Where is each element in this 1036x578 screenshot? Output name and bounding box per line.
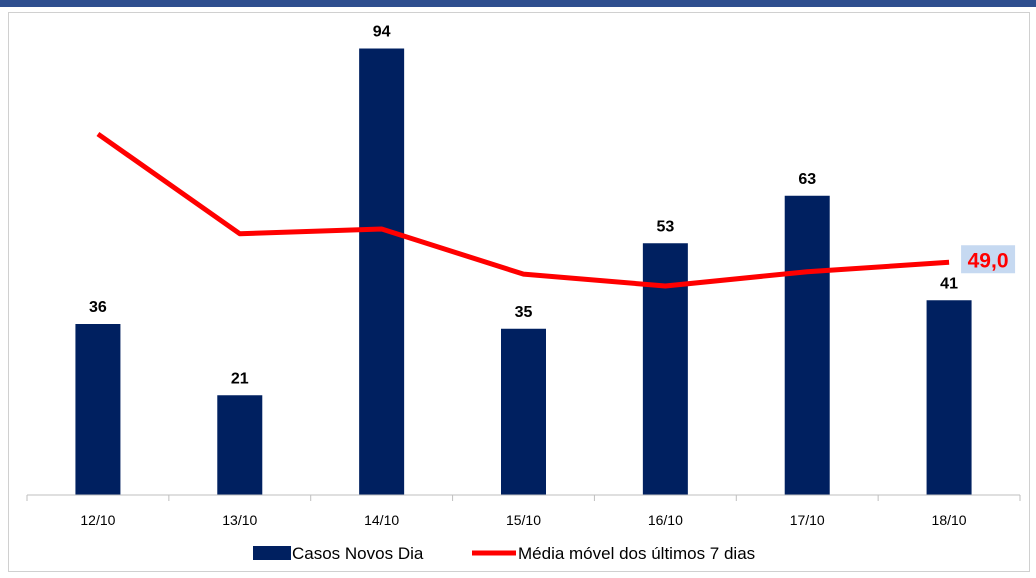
bar-13-10 [217, 395, 263, 495]
x-tick-label: 17/10 [790, 512, 825, 528]
bar-value-label: 36 [89, 299, 107, 316]
bar-14-10 [359, 48, 405, 495]
moving-average-value-label: 49,0 [968, 249, 1009, 272]
bar-value-label: 63 [798, 171, 816, 188]
x-tick-label: 16/10 [648, 512, 683, 528]
legend-swatch-casos [253, 546, 291, 560]
bar-18-10 [926, 300, 972, 495]
bar-value-label: 41 [940, 275, 958, 292]
bar-17-10 [784, 195, 830, 495]
bar-value-label: 94 [373, 24, 391, 41]
x-tick-label: 13/10 [222, 512, 257, 528]
x-tick-label: 14/10 [364, 512, 399, 528]
bar-16-10 [642, 243, 688, 495]
bar-value-labels-group: 36 21 94 35 53 63 41 [89, 24, 958, 388]
moving-average-group: 49,0 [96, 131, 1016, 289]
x-tick-label: 15/10 [506, 512, 541, 528]
legend: Casos Novos Dia Média móvel dos últimos … [253, 544, 755, 563]
bar-value-label: 21 [231, 370, 249, 387]
legend-label-casos: Casos Novos Dia [292, 544, 424, 563]
x-tick-label: 18/10 [932, 512, 967, 528]
x-ticks-group [26, 495, 1021, 501]
bar-value-label: 53 [656, 218, 674, 235]
x-tick-label: 12/10 [80, 512, 115, 528]
bar-12-10 [75, 324, 121, 495]
bar-15-10 [501, 328, 546, 495]
bar-value-label: 35 [515, 304, 533, 321]
x-tick-labels-group: 12/10 13/10 14/10 15/10 16/10 17/10 18/10 [80, 512, 966, 528]
header-bar [0, 0, 1036, 7]
chart-frame [8, 12, 1030, 572]
moving-average-line [96, 131, 950, 289]
moving-average-value-box [961, 245, 1016, 274]
legend-label-media: Média móvel dos últimos 7 dias [518, 544, 755, 563]
